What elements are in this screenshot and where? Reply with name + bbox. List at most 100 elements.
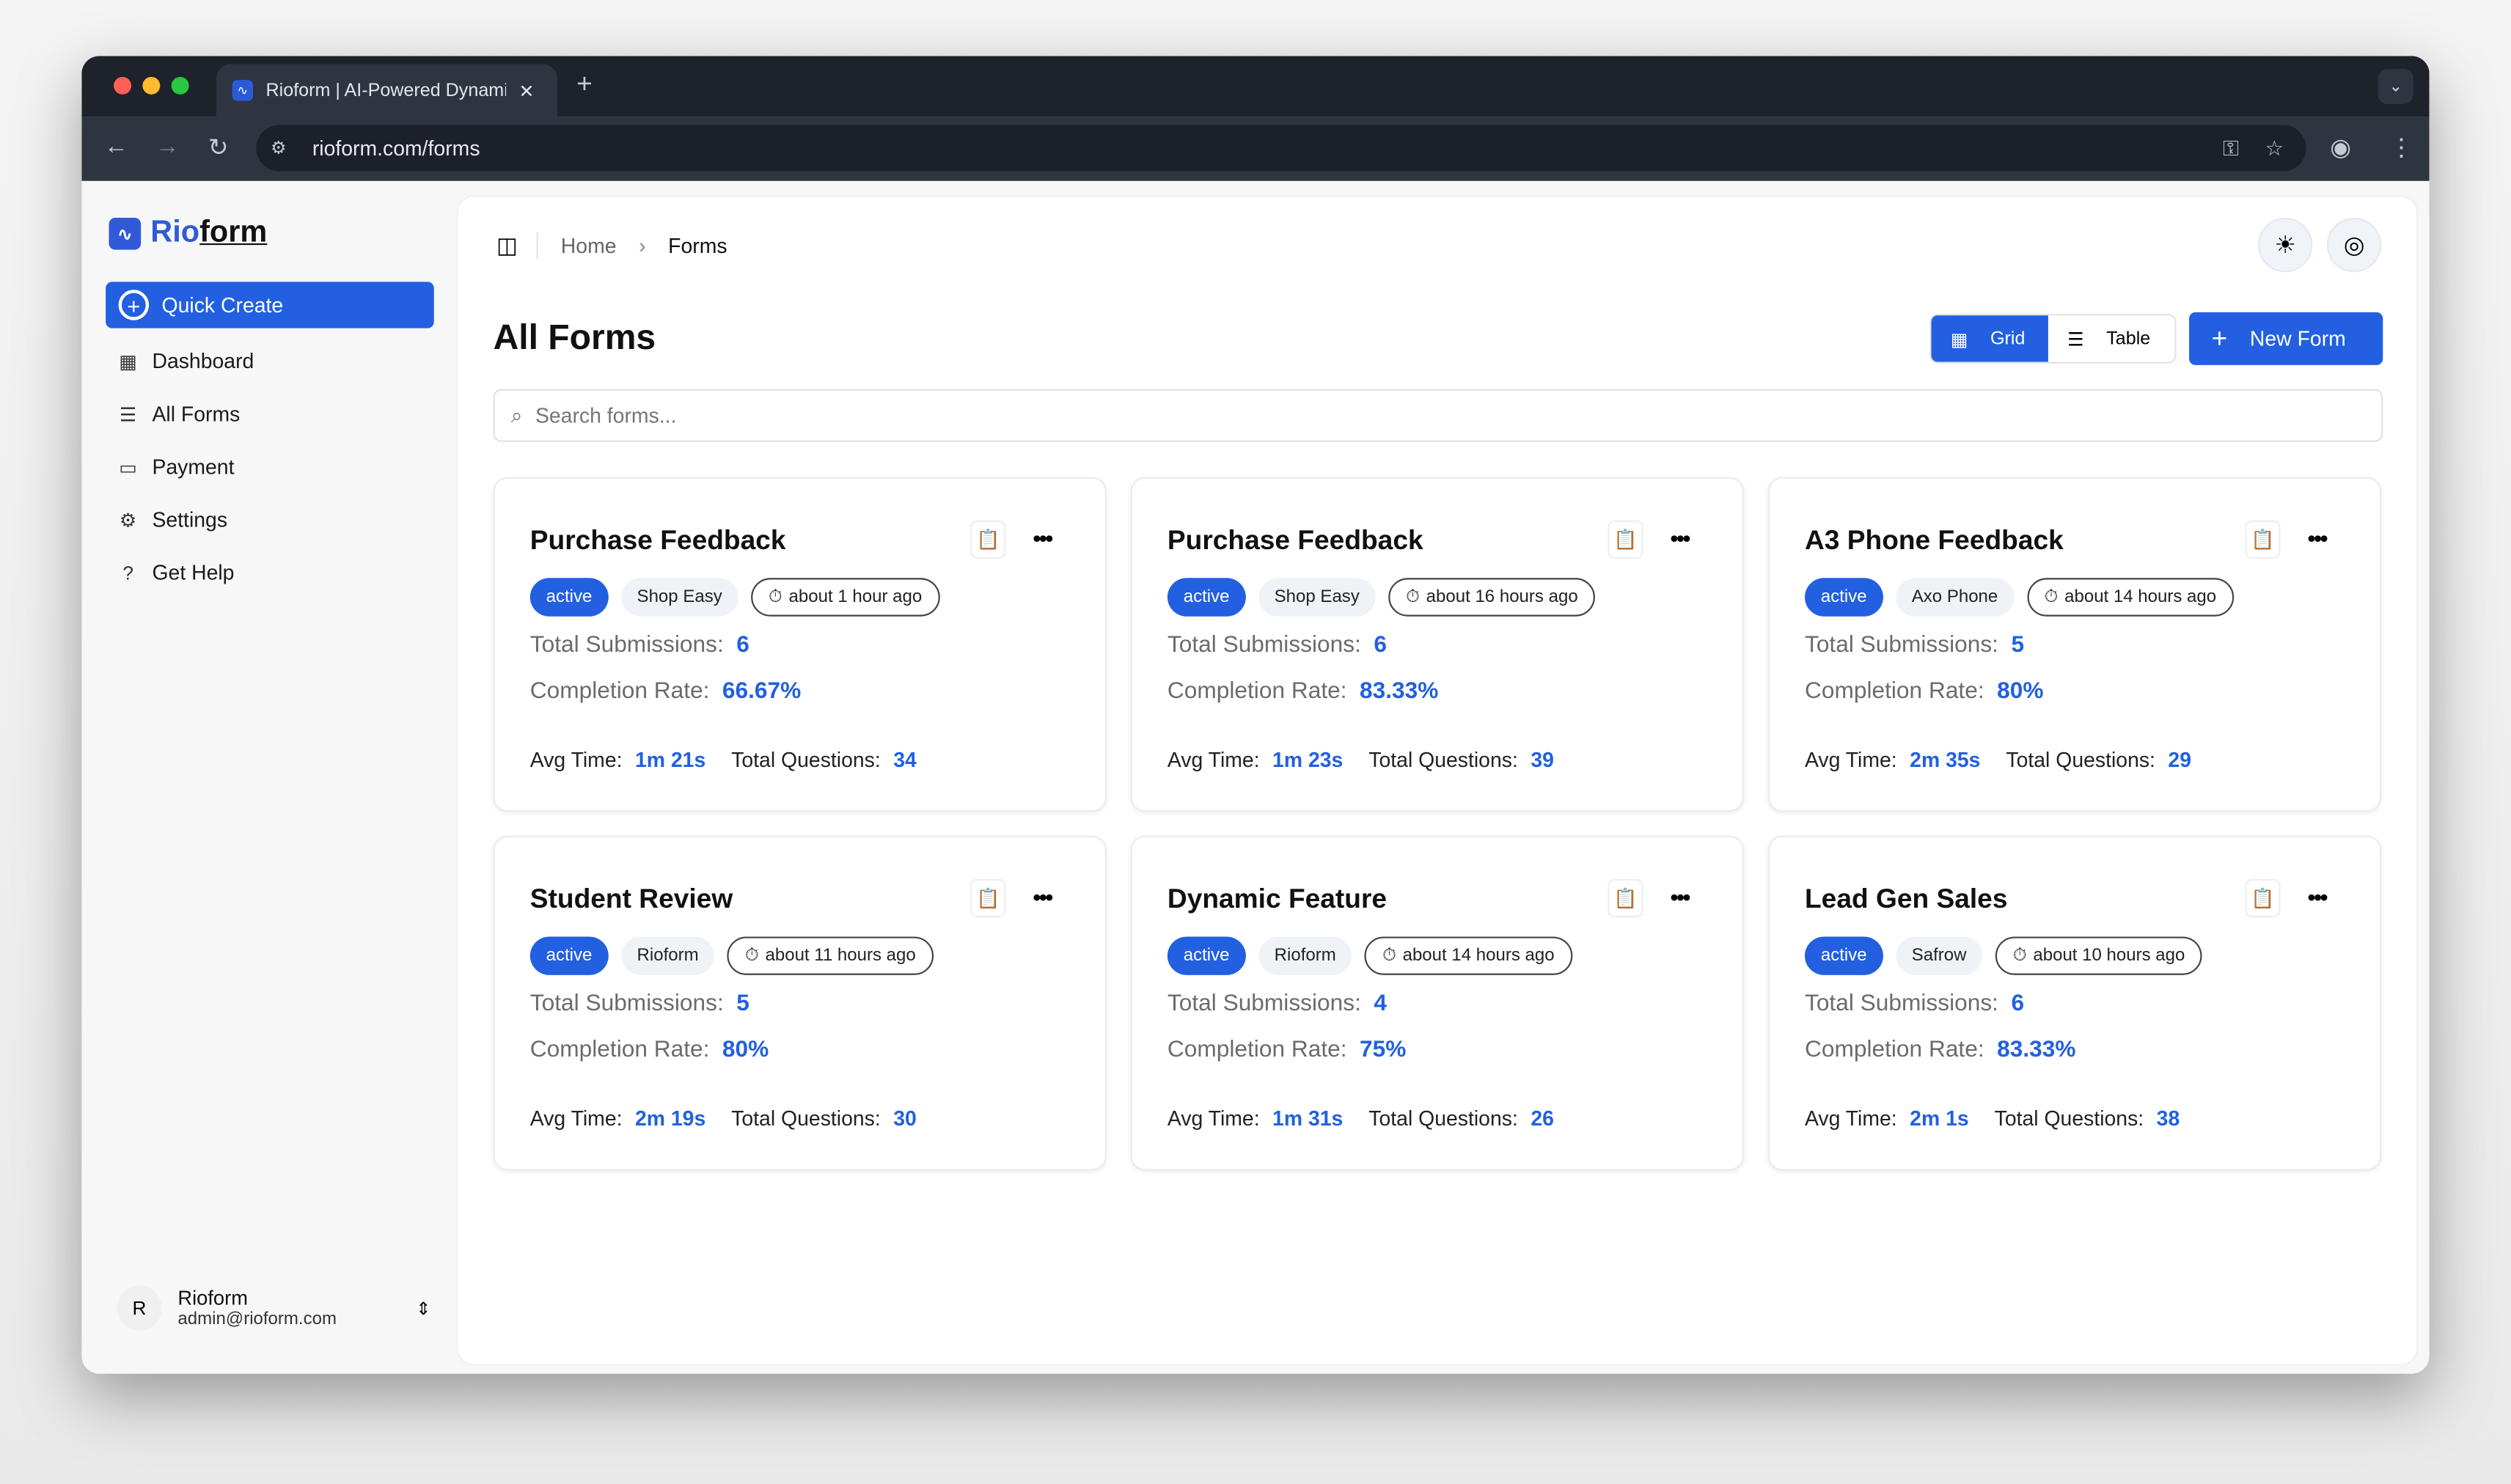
main-content: ◫ Home › Forms ☀ ◎ All Forms ▦ Grid ☰ Tabl…: [458, 196, 2417, 1364]
grid-view-button[interactable]: ▦ Grid: [1931, 315, 2048, 362]
form-card[interactable]: A3 Phone Feedback 📋 ••• active Axo Phone…: [1767, 477, 2382, 812]
sun-icon: ☀: [2274, 232, 2296, 260]
submissions-label: Total Submissions:: [1167, 632, 1361, 658]
sidebar-item-dashboard[interactable]: ▦ Dashboard: [117, 349, 254, 373]
clipboard-icon[interactable]: 📋: [1608, 520, 1643, 559]
grid-label: Grid: [1990, 328, 2026, 348]
maximize-window-button[interactable]: [171, 76, 189, 95]
user-menu[interactable]: R Rioform admin@rioform.com ⇕: [117, 1285, 430, 1331]
sidebar-item-all-forms[interactable]: ☰ All Forms: [117, 402, 240, 426]
updated-badge: ⏱ about 14 hours ago: [2026, 578, 2235, 617]
form-title[interactable]: Lead Gen Sales: [1804, 884, 2008, 914]
completion-value: 83.33%: [1360, 678, 1439, 705]
tab-bar: ∿ Rioform | AI-Powered Dynamic Forms ✕ +…: [81, 56, 2430, 117]
questions-label: Total Questions:: [731, 747, 881, 772]
logo[interactable]: ∿ Rioform: [109, 216, 267, 251]
avg-time-value: 2m 19s: [634, 1106, 706, 1131]
forward-icon[interactable]: →: [155, 133, 180, 161]
new-form-label: New Form: [2249, 326, 2346, 351]
close-window-button[interactable]: [114, 76, 132, 95]
clipboard-icon[interactable]: 📋: [2245, 878, 2281, 918]
more-options-icon[interactable]: •••: [2307, 884, 2328, 910]
organization-badge: Safrow: [1895, 936, 1983, 975]
sidebar-item-settings[interactable]: ⚙ Settings: [117, 507, 227, 532]
more-options-icon[interactable]: •••: [1670, 525, 1691, 551]
questions-label: Total Questions:: [1368, 1106, 1518, 1131]
form-title[interactable]: Dynamic Feature: [1167, 884, 1388, 914]
questions-value: 39: [1531, 747, 1554, 772]
tab-title: Rioform | AI-Powered Dynamic Forms: [265, 81, 506, 100]
form-title[interactable]: Student Review: [529, 884, 733, 914]
search-bar: ⌕: [493, 389, 2383, 442]
logo-text-2: form: [199, 216, 268, 250]
browser-tab[interactable]: ∿ Rioform | AI-Powered Dynamic Forms ✕: [216, 64, 557, 117]
sidebar-item-label: Settings: [152, 507, 228, 532]
quick-create-label: Quick Create: [161, 293, 284, 317]
more-options-icon[interactable]: •••: [1033, 884, 1053, 910]
minimize-window-button[interactable]: [142, 76, 161, 95]
site-settings-icon[interactable]: ⚙: [271, 139, 287, 159]
search-input[interactable]: [535, 403, 2382, 428]
browser-menu-icon[interactable]: ⋮: [2389, 134, 2413, 162]
tab-search-icon[interactable]: ⌄: [2378, 68, 2413, 104]
user-name: Rioform: [177, 1287, 248, 1310]
sidebar-toggle-icon[interactable]: ◫: [496, 232, 539, 260]
timer-icon: ⏱: [1406, 587, 1420, 606]
sidebar-item-payment[interactable]: ▭ Payment: [117, 455, 234, 479]
list-icon: ☰: [119, 403, 137, 425]
bookmark-star-icon[interactable]: ☆: [2265, 135, 2284, 160]
browser-window: ∿ Rioform | AI-Powered Dynamic Forms ✕ +…: [81, 56, 2430, 1374]
status-badge: active: [529, 578, 609, 617]
more-options-icon[interactable]: •••: [1670, 884, 1691, 910]
new-form-button[interactable]: + New Form: [2189, 312, 2383, 365]
timer-icon: ⏱: [744, 945, 759, 965]
close-tab-icon[interactable]: ✕: [518, 82, 535, 102]
avg-time-label: Avg Time:: [529, 1106, 623, 1131]
address-bar[interactable]: ⚙ rioform.com/forms ⚿ ☆: [256, 125, 2306, 172]
account-button[interactable]: ◎: [2326, 217, 2382, 273]
updated-badge: ⏱ about 16 hours ago: [1388, 578, 1596, 617]
browser-toolbar: ← → ↻ ⚙ rioform.com/forms ⚿ ☆ ◉ ⋮: [81, 117, 2430, 181]
reload-icon[interactable]: ↻: [208, 134, 229, 162]
form-card[interactable]: Student Review 📋 ••• active Rioform ⏱ abo…: [493, 835, 1107, 1171]
questions-value: 29: [2168, 747, 2192, 772]
more-options-icon[interactable]: •••: [2307, 525, 2328, 551]
form-title[interactable]: Purchase Feedback: [529, 525, 786, 556]
updated-badge: ⏱ about 10 hours ago: [1995, 936, 2203, 975]
view-toggle: ▦ Grid ☰ Table: [1929, 313, 2177, 364]
submissions-value: 6: [2011, 991, 2025, 1017]
dashboard-icon: ▦: [119, 350, 138, 372]
avg-time-value: 2m 1s: [1910, 1106, 1969, 1131]
quick-create-button[interactable]: + Quick Create: [106, 282, 434, 328]
form-card[interactable]: Dynamic Feature 📋 ••• active Rioform ⏱ ab…: [1130, 835, 1745, 1171]
submissions-label: Total Submissions:: [529, 991, 724, 1017]
back-icon[interactable]: ←: [103, 133, 128, 161]
questions-value: 30: [893, 1106, 917, 1131]
breadcrumb-home[interactable]: Home: [560, 233, 617, 258]
submissions-label: Total Submissions:: [1804, 632, 1998, 658]
form-card[interactable]: Lead Gen Sales 📋 ••• active Safrow ⏱ abou…: [1767, 835, 2382, 1171]
sidebar-item-label: All Forms: [152, 402, 241, 426]
avatar: R: [117, 1285, 162, 1331]
clipboard-icon[interactable]: 📋: [970, 520, 1006, 559]
table-view-button[interactable]: ☰ Table: [2048, 315, 2170, 361]
more-options-icon[interactable]: •••: [1033, 525, 1053, 551]
sidebar-item-get-help[interactable]: ? Get Help: [117, 560, 234, 584]
sidebar-item-label: Payment: [152, 455, 235, 479]
list-icon: ☰: [2067, 330, 2084, 350]
form-card[interactable]: Purchase Feedback 📋 ••• active Shop Easy…: [1130, 477, 1745, 812]
submissions-value: 5: [2011, 632, 2025, 658]
clipboard-icon[interactable]: 📋: [2245, 520, 2281, 559]
form-title[interactable]: Purchase Feedback: [1167, 525, 1423, 556]
clipboard-icon[interactable]: 📋: [1608, 878, 1643, 918]
completion-value: 80%: [722, 1037, 769, 1063]
form-card[interactable]: Purchase Feedback 📋 ••• active Shop Easy…: [493, 477, 1107, 812]
new-tab-icon[interactable]: +: [576, 68, 593, 100]
form-title[interactable]: A3 Phone Feedback: [1804, 525, 2064, 556]
updated-text: about 16 hours ago: [1426, 587, 1578, 607]
theme-toggle-button[interactable]: ☀: [2257, 217, 2313, 273]
updated-text: about 1 hour ago: [788, 587, 923, 607]
profile-icon[interactable]: ◉: [2330, 134, 2351, 162]
password-key-icon[interactable]: ⚿: [2223, 135, 2239, 160]
clipboard-icon[interactable]: 📋: [970, 878, 1006, 918]
